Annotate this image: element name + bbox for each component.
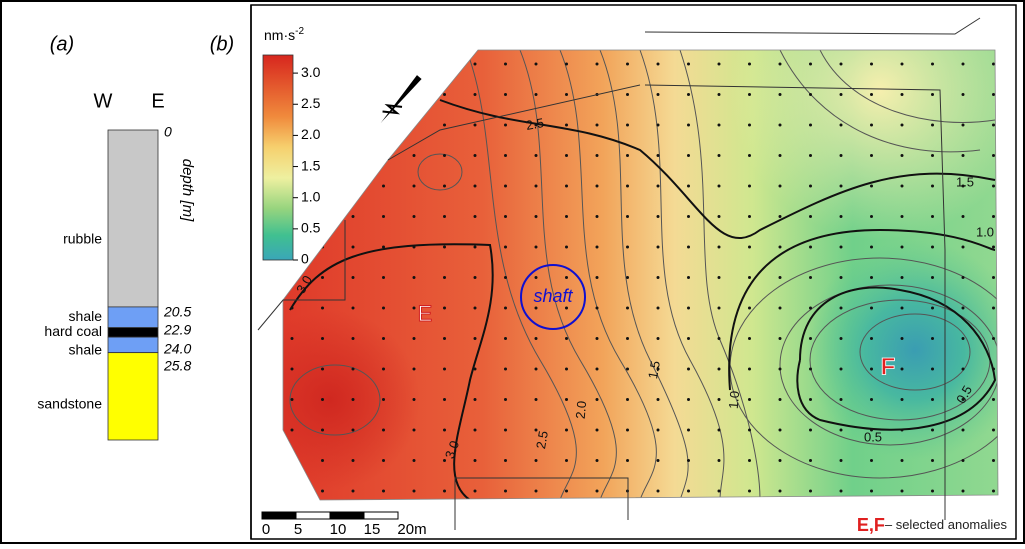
scale-label: 10 — [330, 521, 347, 538]
colorbar-tick-label: 1.5 — [301, 157, 321, 173]
anomaly-label: F — [881, 353, 896, 380]
scale-label: 15 — [364, 521, 381, 538]
north-arrow — [376, 73, 424, 127]
colorbar-unit: nm·s-2 — [264, 26, 304, 43]
depth-label: 24.0 — [163, 341, 191, 357]
contour-label: 2.5 — [525, 115, 545, 133]
column-side: W — [94, 90, 113, 112]
colorbar-tick-label: 0.5 — [301, 220, 321, 236]
panel-label: (a) — [50, 33, 74, 55]
layer-name: hard coal — [44, 323, 102, 339]
panel-label: (b) — [210, 33, 234, 55]
depth-label: 20.5 — [163, 304, 191, 320]
colorbar-tick-label: 2.0 — [301, 126, 321, 142]
layer — [108, 353, 158, 440]
scale-label: 20m — [397, 521, 426, 538]
depth-label: 22.9 — [163, 322, 191, 338]
layer — [108, 328, 158, 337]
layer-name: shale — [69, 342, 103, 358]
colorbar-tick-label: 1.0 — [301, 188, 321, 204]
depth-axis-label: depth [m] — [179, 159, 196, 222]
scale-bar — [262, 512, 398, 519]
shaft-label: shaft — [533, 286, 573, 306]
contour-label: 1.5 — [645, 360, 663, 380]
layer — [108, 307, 158, 328]
anomaly-label: E — [418, 301, 433, 326]
scale-label: 5 — [294, 521, 302, 538]
figure: (a) W E depth [m] rubbleshalehard coalsh… — [0, 0, 1025, 544]
depth-label: 0 — [164, 124, 172, 140]
contour-label: 2.5 — [533, 430, 551, 450]
colorbar-tick-label: 3.0 — [301, 64, 321, 80]
layer-name: rubble — [63, 231, 102, 247]
layer-name: sandstone — [37, 396, 102, 412]
layer — [108, 130, 158, 307]
layer-name: shale — [69, 308, 103, 324]
legend: E,F– selected anomalies — [857, 515, 1008, 535]
colorbar-tick-label: 2.5 — [301, 95, 321, 111]
anomaly-map — [270, 40, 1025, 510]
column-side: E — [151, 90, 164, 112]
layer — [108, 337, 158, 353]
contour-label: 1.0 — [976, 224, 994, 239]
contour-label: 1.5 — [956, 174, 974, 189]
colorbar-tick-label: 0 — [301, 251, 309, 267]
contour-label: 1.0 — [726, 390, 743, 409]
colorbar — [263, 55, 293, 260]
depth-label: 25.8 — [163, 358, 191, 374]
contour-label: 2.0 — [573, 400, 590, 419]
contour-label: 0.5 — [864, 429, 882, 444]
scale-label: 0 — [262, 521, 270, 538]
